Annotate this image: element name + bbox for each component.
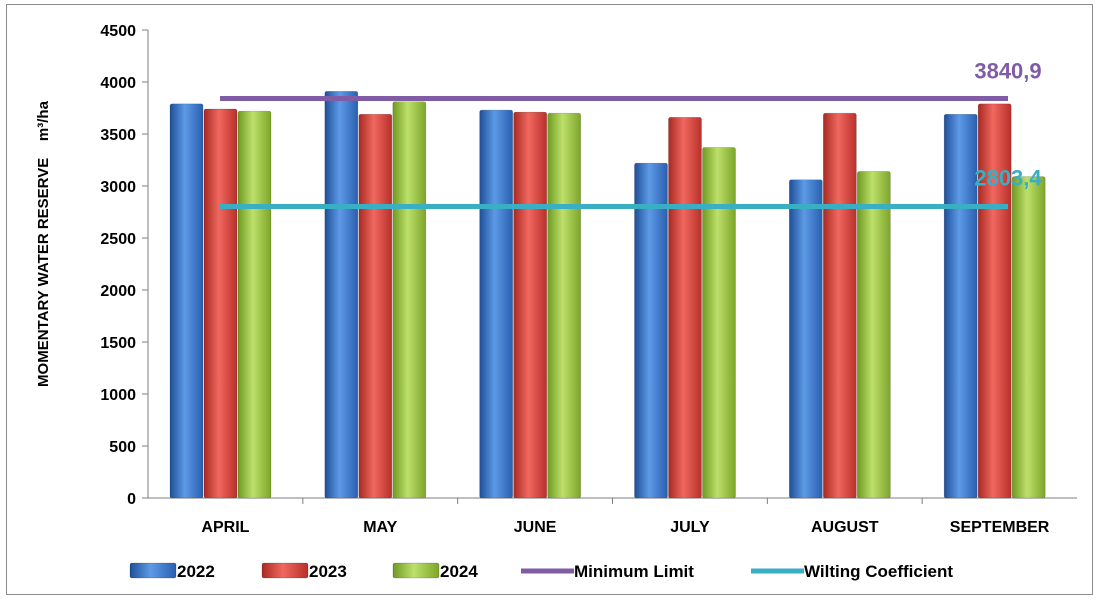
x-tick-label: APRIL bbox=[201, 519, 249, 536]
reference-lines: 3840,9 2803,4 bbox=[220, 59, 1042, 209]
y-tick-label: 3500 bbox=[100, 127, 136, 144]
bar-2024-july bbox=[702, 147, 736, 499]
x-tick-label: SEPTEMBER bbox=[950, 519, 1050, 536]
bar-2022-september bbox=[943, 113, 978, 499]
legend-label: 2023 bbox=[309, 562, 347, 581]
bar-2023-june bbox=[513, 111, 547, 499]
x-tick-labels: APRIL MAY JUNE JULY AUGUST SEPTEMBER bbox=[201, 498, 1050, 536]
x-tick-label: MAY bbox=[363, 519, 397, 536]
y-tick-label: 2000 bbox=[100, 283, 136, 300]
bar-2023-april bbox=[203, 108, 238, 499]
bar-2022-august bbox=[789, 179, 823, 499]
y-axis-title-group: MOMENTARY WATER RESERVE m³/ha bbox=[35, 100, 52, 387]
bar-2024-april bbox=[237, 110, 272, 499]
y-axis-title: MOMENTARY WATER RESERVE m³/ha bbox=[35, 100, 52, 387]
y-tick-label: 2500 bbox=[100, 231, 136, 248]
bar-2023-may bbox=[358, 113, 393, 499]
y-tick-label: 500 bbox=[109, 439, 136, 456]
bar-2023-july bbox=[668, 117, 702, 499]
legend-label: 2024 bbox=[440, 562, 478, 581]
y-tick-labels: 0 500 1000 1500 2000 2500 3000 3500 4000 4500 bbox=[100, 23, 148, 508]
bar-2024-september bbox=[1011, 176, 1046, 499]
bar-2024-june bbox=[547, 112, 581, 499]
legend-label: 2022 bbox=[177, 562, 215, 581]
y-tick-label: 4500 bbox=[100, 23, 136, 40]
legend-swatch-2022 bbox=[129, 562, 177, 579]
legend: 2022 2023 2024 Minimum Limit Wilting Coeffic… bbox=[129, 562, 953, 581]
x-tick-label: AUGUST bbox=[811, 519, 879, 536]
legend-label: Minimum Limit bbox=[574, 562, 694, 581]
bar-2022-april bbox=[169, 103, 204, 499]
reference-line-label: 3840,9 bbox=[974, 59, 1041, 84]
bar-2024-may bbox=[392, 101, 427, 499]
legend-swatch-2024 bbox=[392, 562, 440, 579]
bar-2024-august bbox=[857, 171, 891, 499]
y-tick-label: 4000 bbox=[100, 75, 136, 92]
y-tick-label: 1500 bbox=[100, 335, 136, 352]
legend-swatch-2023 bbox=[261, 562, 309, 579]
y-tick-label: 1000 bbox=[100, 387, 136, 404]
bar-2023-september bbox=[977, 103, 1012, 499]
legend-label: Wilting Coefficient bbox=[804, 562, 953, 581]
x-tick-label: JULY bbox=[670, 519, 710, 536]
bar-2022-july bbox=[634, 162, 668, 499]
x-tick-label: JUNE bbox=[514, 519, 557, 536]
bar-2023-august bbox=[823, 112, 857, 499]
bar-2022-may bbox=[324, 91, 359, 499]
reference-line-label: 2803,4 bbox=[974, 165, 1042, 190]
y-tick-label: 3000 bbox=[100, 179, 136, 196]
bar-2022-june bbox=[479, 109, 513, 499]
y-tick-label: 0 bbox=[127, 491, 136, 508]
bars bbox=[169, 91, 1046, 499]
